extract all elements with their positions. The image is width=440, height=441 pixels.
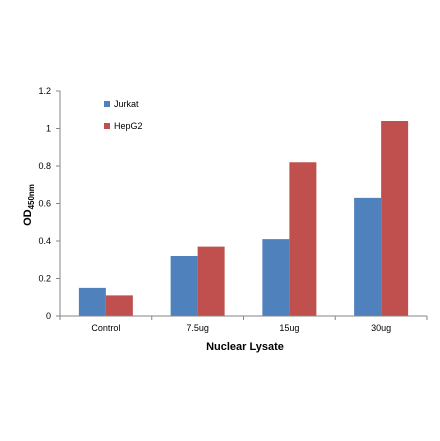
y-axis: 0 0.2 0.4 0.6 0.8 1 1.2 [38, 86, 61, 321]
bar-jurkat-75ug [170, 256, 198, 316]
y-tick-label: 0.4 [38, 236, 51, 246]
x-tick-label: 7.5ug [186, 323, 209, 333]
x-axis: Control 7.5ug 15ug 30ug [59, 315, 428, 333]
y-tick-label: 0.8 [38, 161, 51, 171]
legend-swatch-jurkat [104, 101, 110, 107]
legend-label-jurkat: Jurkat [114, 99, 139, 109]
x-tick-label: 30ug [371, 323, 391, 333]
bar-hepg2-30ug [381, 121, 409, 316]
y-tick-label: 0.6 [38, 199, 51, 209]
bar-hepg2-control [105, 295, 133, 316]
bar-hepg2-75ug [197, 246, 225, 316]
bar-jurkat-control [78, 287, 106, 316]
legend: Jurkat HepG2 [104, 99, 143, 131]
y-tick-label: 0.2 [38, 274, 51, 284]
x-tick-label: 15ug [279, 323, 299, 333]
legend-label-hepg2: HepG2 [114, 121, 143, 131]
y-tick-label: 0 [46, 311, 51, 321]
y-axis-title-subscript: 450nm [27, 184, 36, 209]
y-tick-label: 1 [46, 124, 51, 134]
x-tick-label: Control [91, 323, 120, 333]
bar-jurkat-15ug [262, 239, 290, 316]
y-axis-title: OD450nm [22, 184, 36, 226]
legend-swatch-hepg2 [104, 123, 110, 129]
bar-jurkat-30ug [354, 197, 382, 316]
y-axis-title-main: OD [22, 209, 34, 226]
y-tick-label: 1.2 [38, 86, 51, 96]
bars-group [78, 121, 409, 316]
bar-hepg2-15ug [289, 162, 317, 316]
x-axis-title: Nuclear Lysate [206, 341, 284, 353]
